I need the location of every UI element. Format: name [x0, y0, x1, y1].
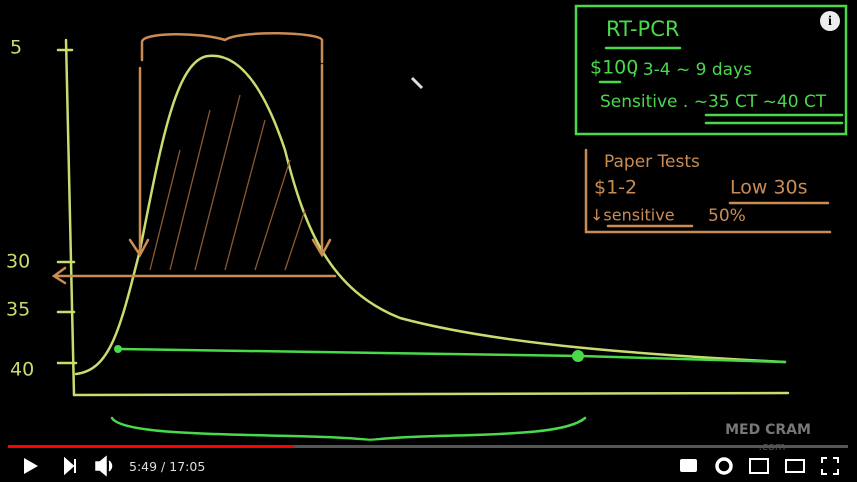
underlines [606, 201, 830, 228]
duration: 17:05 [169, 459, 205, 474]
settings-button[interactable] [715, 457, 733, 475]
green-marks [110, 4, 848, 442]
y-ticks [56, 48, 78, 365]
detection-line [116, 347, 787, 364]
current-time: 5:49 [129, 459, 157, 474]
rt-pcr-time: , 3-4 ~ 9 days [632, 60, 752, 80]
paper-title: Paper Tests [604, 152, 700, 172]
paper-percent: 50% [708, 206, 746, 226]
arrow-left [128, 66, 150, 258]
rt-pcr-text: RT-PCR $100 , 3-4 ~ 9 days Sensitive . ~… [590, 17, 827, 112]
brown-marks [51, 31, 832, 285]
progress-played [8, 445, 295, 448]
next-button[interactable] [64, 456, 76, 476]
rt-pcr-title: RT-PCR [606, 17, 679, 41]
cursor [410, 76, 424, 90]
miniplayer-button[interactable] [749, 458, 769, 474]
paper-sensitivity: ↓sensitive [590, 206, 675, 225]
progress-track[interactable] [8, 445, 848, 448]
paper-cost: $1-2 [594, 177, 637, 199]
paper-box [584, 148, 832, 234]
y-label: 35 [6, 299, 30, 321]
brace-top [140, 31, 324, 64]
time-display: 5:49 / 17:05 [129, 459, 205, 474]
rt-pcr-cost: $100 [590, 57, 638, 79]
watermark-brand: MED CRAM [725, 422, 811, 438]
hatching [149, 94, 306, 271]
y-labels: 5 30 35 40 [6, 37, 34, 381]
y-label: 5 [10, 37, 22, 59]
rt-pcr-box [574, 4, 848, 136]
play-button[interactable] [24, 458, 38, 474]
y-label: 30 [6, 251, 30, 273]
paper-ct: Low 30s [730, 177, 808, 199]
fullscreen-button[interactable] [821, 457, 839, 475]
y-label: 40 [10, 359, 34, 381]
arrow-right [311, 63, 332, 258]
cc-button[interactable] [680, 459, 697, 472]
info-icon: i [828, 14, 832, 29]
x-axis [72, 391, 790, 397]
ct-line [51, 266, 337, 285]
underlines [598, 46, 844, 125]
point [572, 350, 584, 362]
volume-button[interactable] [95, 455, 113, 477]
point [114, 345, 122, 353]
paper-text: Paper Tests $1-2 Low 30s ↓sensitive 50% [590, 152, 808, 226]
time-separator: / [157, 459, 169, 474]
info-button[interactable] [820, 11, 840, 31]
y-axis [64, 38, 76, 397]
theater-button[interactable] [785, 459, 805, 473]
brace-bottom [110, 416, 587, 442]
rt-pcr-sensitivity: Sensitive . ~35 CT ~40 CT [600, 92, 827, 112]
